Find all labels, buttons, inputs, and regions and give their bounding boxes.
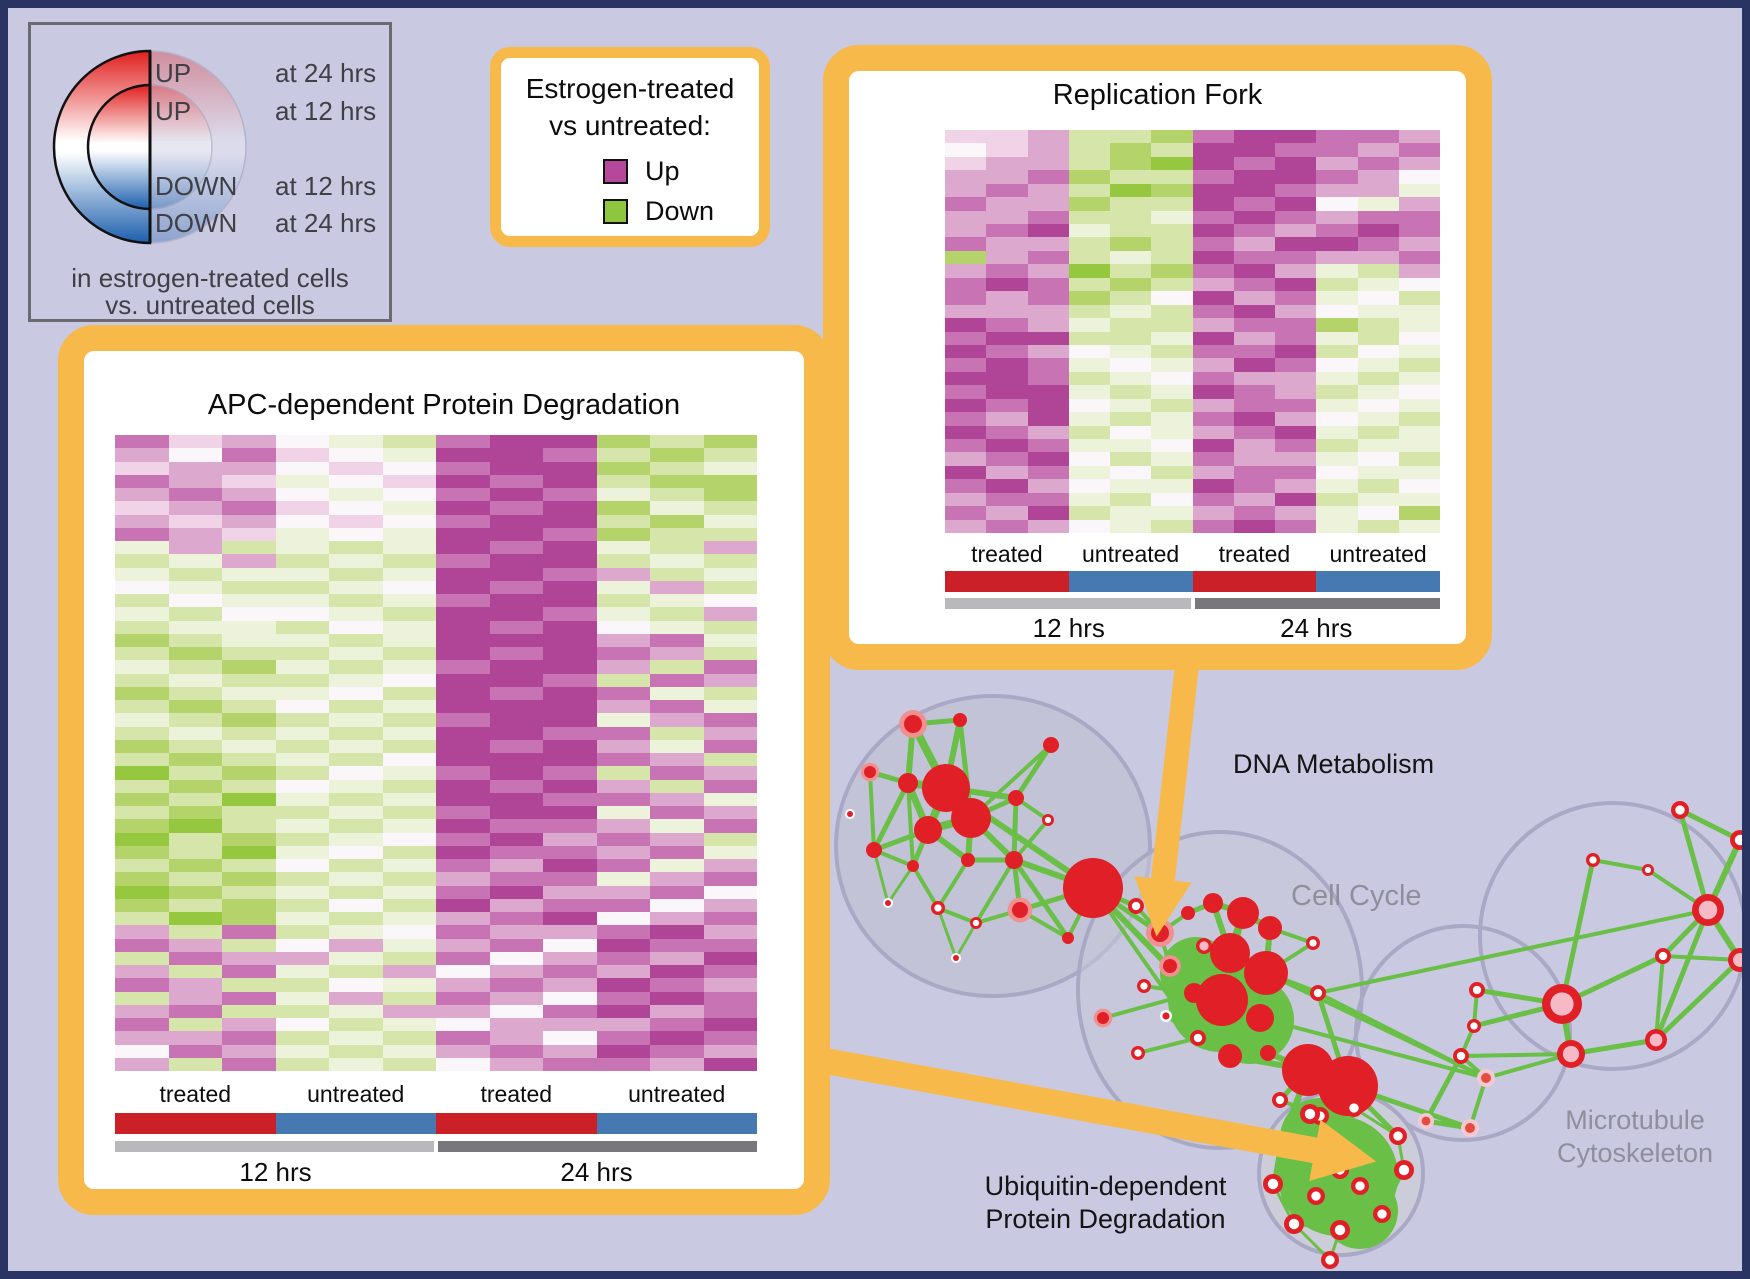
key-item-up: Up xyxy=(603,156,714,187)
legend-up-24-time: at 24 hrs xyxy=(275,58,377,88)
legend-down-12-time: at 12 hrs xyxy=(275,171,377,201)
legend-down-24: DOWN xyxy=(155,208,238,238)
legend-up-12: UP xyxy=(155,96,192,126)
legend-caption-line1: in estrogen-treated cells xyxy=(71,263,349,293)
rf-heatmap xyxy=(945,130,1440,533)
apc-panel-title: APC-dependent Protein Degradation xyxy=(207,389,681,421)
legend-up-24: UP xyxy=(155,58,192,88)
apc-column-group-labels: treated untreated treated untreated xyxy=(159,1081,726,1107)
down-color-swatch xyxy=(603,199,628,224)
apc-treatment-bars xyxy=(115,1113,757,1134)
up-label: Up xyxy=(645,156,680,186)
replication-fork-heatmap-panel: Replication Fork treated untreated treated… xyxy=(823,45,1492,670)
apc-time-bars xyxy=(115,1141,757,1152)
panel-pointer-arrows xyxy=(817,654,1377,1182)
ubiquitin-degradation-label: Ubiquitin-dependent Protein Degradation xyxy=(984,1171,1227,1234)
rf-panel-title: Replication Fork xyxy=(1052,79,1263,111)
down-label: Down xyxy=(645,196,715,226)
dna-metabolism-label: DNA Metabolism xyxy=(1233,749,1435,779)
legend-caption-line2: vs. untreated cells xyxy=(105,290,315,320)
concentric-circle-glyph xyxy=(52,49,247,245)
rf-time-bars xyxy=(945,598,1440,609)
legend-down-12: DOWN xyxy=(155,171,238,201)
microtubule-cytoskeleton-label: Microtubule Cytoskeleton xyxy=(1556,1105,1714,1168)
up-color-swatch xyxy=(603,159,628,184)
key-item-down: Down xyxy=(603,196,714,227)
apc-heatmap xyxy=(115,435,757,1071)
apc-heatmap-panel: APC-dependent Protein Degradation treate… xyxy=(58,325,830,1215)
rf-treatment-bars xyxy=(945,571,1440,592)
rf-column-group-labels: treated untreated treated untreated xyxy=(971,541,1427,567)
updown-time-legend: UP at 24 hrs UP at 12 hrs DOWN at 12 hrs… xyxy=(28,22,392,322)
rf-time-labels: 12 hrs 24 hrs xyxy=(1032,613,1353,643)
color-key-title: Estrogen-treated vs untreated: xyxy=(525,73,735,141)
color-key-legend: Estrogen-treated vs untreated: Up Down xyxy=(490,47,770,247)
color-key-items: Up Down xyxy=(603,156,714,236)
legend-down-24-time: at 24 hrs xyxy=(275,208,377,238)
legend-up-12-time: at 12 hrs xyxy=(275,96,377,126)
apc-time-labels: 12 hrs 24 hrs xyxy=(239,1157,633,1187)
cell-cycle-label: Cell Cycle xyxy=(1291,880,1422,912)
